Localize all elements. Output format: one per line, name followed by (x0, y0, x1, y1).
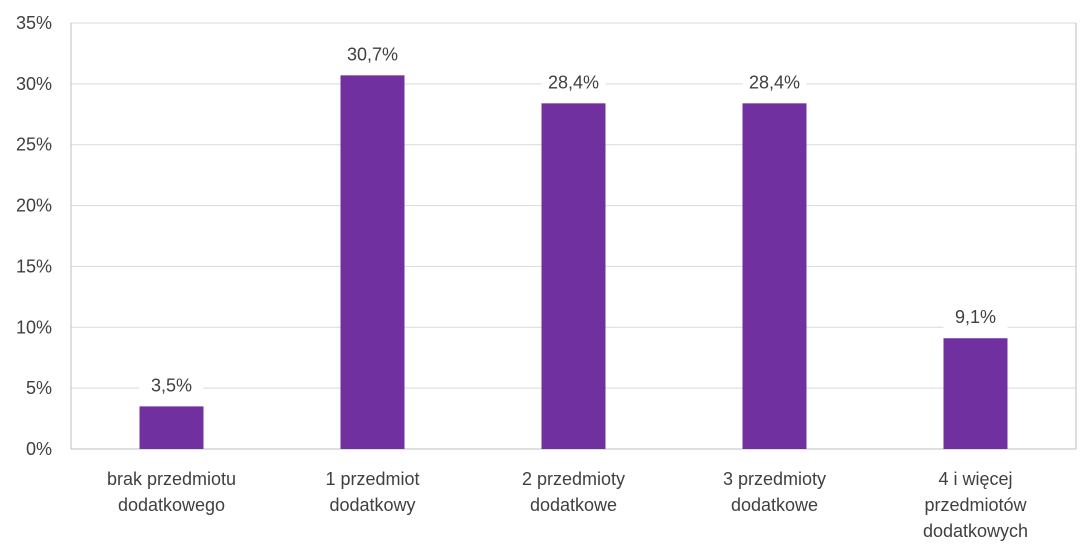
category-label-line: 4 i więcej (938, 469, 1012, 489)
data-label: 3,5% (151, 375, 192, 395)
y-tick-label: 30% (16, 74, 52, 94)
x-axis-categories: brak przedmiotu dodatkowego 1 przedmiot dod… (107, 469, 1028, 541)
category-label-line: dodatkowe (731, 495, 818, 515)
bar (340, 75, 405, 449)
data-label-bg (340, 41, 405, 66)
category-label: 4 i więcej przedmiotów dodatkowych (923, 469, 1028, 541)
category-label-line: przedmiotów (924, 495, 1027, 515)
y-tick-label: 25% (16, 135, 52, 155)
category-label-line: dodatkowego (118, 495, 225, 515)
category-label: 1 przedmiot dodatkowy (325, 469, 419, 515)
data-label: 9,1% (955, 307, 996, 327)
category-label-line: brak przedmiotu (107, 469, 236, 489)
bar (541, 103, 606, 450)
y-tick-label: 35% (16, 13, 52, 33)
y-tick-label: 5% (26, 378, 52, 398)
data-label-bg (943, 304, 1008, 329)
category-label-line: dodatkowych (923, 521, 1028, 541)
data-label: 28,4% (749, 72, 800, 92)
bar (139, 406, 204, 449)
y-tick-label: 20% (16, 196, 52, 216)
category-label-line: dodatkowe (530, 495, 617, 515)
data-label-bg (742, 69, 807, 94)
bar (742, 103, 807, 450)
category-label: 2 przedmioty dodatkowe (522, 469, 625, 515)
data-labels: 3,5% 30,7% 28,4% 28,4% 9,1% (139, 41, 1008, 397)
data-label-bg (541, 69, 606, 94)
bars (139, 75, 1008, 450)
category-label-line: dodatkowy (329, 495, 415, 515)
data-label: 30,7% (347, 44, 398, 64)
category-label: brak przedmiotu dodatkowego (107, 469, 236, 515)
y-tick-label: 15% (16, 256, 52, 276)
category-label-line: 2 przedmioty (522, 469, 625, 489)
bar (943, 338, 1008, 449)
data-label: 28,4% (548, 72, 599, 92)
y-tick-label: 10% (16, 317, 52, 337)
data-label-bg (139, 372, 204, 397)
category-label-line: 1 przedmiot (325, 469, 419, 489)
y-tick-label: 0% (26, 439, 52, 459)
category-label: 3 przedmioty dodatkowe (723, 469, 826, 515)
category-label-line: 3 przedmioty (723, 469, 826, 489)
y-axis-ticks: 0% 5% 10% 15% 20% 25% 30% 35% (16, 13, 52, 459)
